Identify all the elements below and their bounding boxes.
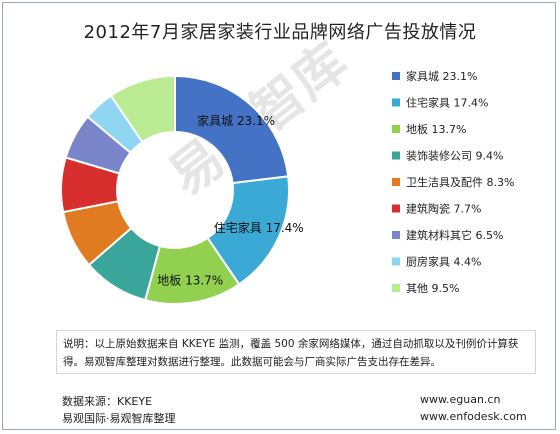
slice-label-1: 住宅家具 17.4%	[214, 220, 304, 235]
slice-1	[206, 175, 290, 286]
legend-swatch-1	[392, 98, 400, 107]
legend-label-4: 卫生洁具及配件 8.3%	[406, 175, 514, 189]
methodology-note: 说明：以上原始数据来自 KKEYE 监测，覆盖 500 余家网络媒体，通过自动抓…	[56, 330, 536, 374]
legend-swatch-0	[392, 72, 400, 80]
legend-swatch-2	[392, 125, 400, 133]
legend-swatch-5	[392, 204, 400, 213]
slice-label-2: 地板 13.7%	[157, 274, 223, 288]
legend-label-2: 地板 13.7%	[406, 122, 466, 136]
legend-swatch-7	[392, 257, 400, 266]
legend-swatch-8	[392, 284, 400, 292]
website-url-1: www.eguan.cn	[420, 393, 501, 406]
legend-label-8: 其他 9.5%	[406, 282, 459, 295]
legend-label-1: 住宅家具 17.4%	[406, 96, 488, 110]
organization: 易观国际·易观智库整理	[62, 412, 176, 425]
legend-swatch-3	[392, 151, 400, 160]
data-source: 数据来源：KKEYE	[62, 395, 153, 408]
slice-0	[174, 74, 290, 185]
slice-label-0: 家具城 23.1%	[197, 113, 275, 128]
legend-swatch-6	[392, 231, 400, 239]
legend-swatch-4	[392, 178, 400, 186]
chart-title: 2012年7月家居家装行业品牌网络广告投放情况	[83, 22, 477, 43]
website-url-2: www.enfodesk.com	[420, 410, 527, 423]
legend-label-3: 装饰装修公司 9.4%	[406, 149, 503, 163]
legend-label-5: 建筑陶瓷 7.7%	[406, 202, 481, 216]
legend-label-7: 厨房家具 4.4%	[406, 255, 481, 269]
slice-8	[109, 74, 176, 144]
legend-label-6: 建筑材料其它 6.5%	[406, 228, 503, 242]
legend-label-0: 家具城 23.1%	[406, 69, 477, 83]
